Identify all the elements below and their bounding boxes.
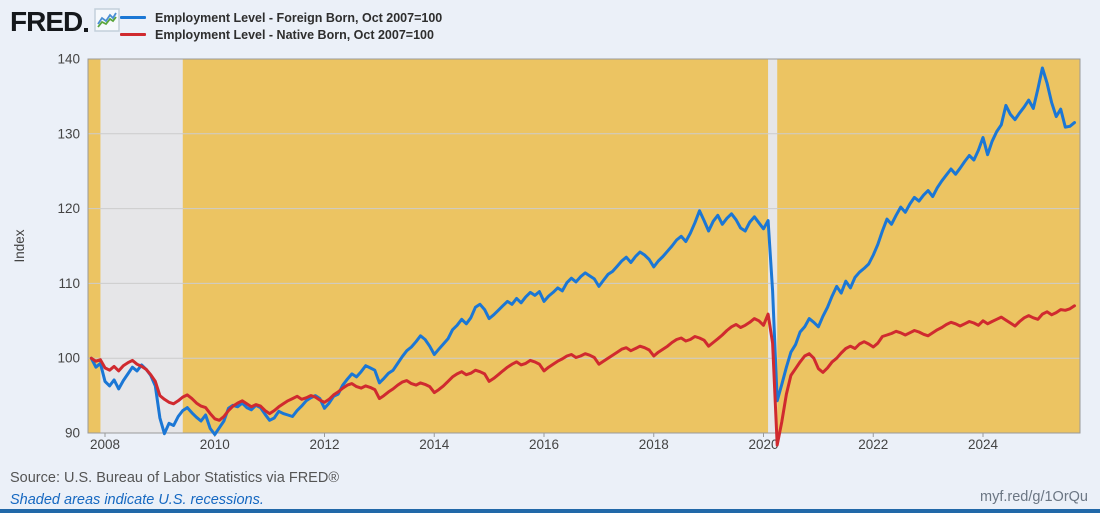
y-tick-label: 100 <box>57 351 80 366</box>
x-tick-label: 2022 <box>858 437 888 452</box>
x-tick-label: 2014 <box>419 437 450 452</box>
x-tick-label: 2012 <box>309 437 339 452</box>
y-tick-label: 110 <box>58 276 80 291</box>
legend-item-native-born[interactable]: Employment Level - Native Born, Oct 2007… <box>120 26 442 43</box>
legend-item-foreign-born[interactable]: Employment Level - Foreign Born, Oct 200… <box>120 9 442 26</box>
legend-swatch-foreign-born <box>120 16 146 19</box>
y-tick-label: 140 <box>57 52 80 67</box>
recession-note-link[interactable]: Shaded areas indicate U.S. recessions. <box>10 492 264 508</box>
fred-bottom-bar <box>0 509 1100 513</box>
fred-logo-registered-dot <box>84 27 89 32</box>
y-tick-label: 90 <box>65 426 80 441</box>
x-tick-label: 2010 <box>200 437 230 452</box>
fred-logo-text: FRED <box>10 5 83 37</box>
short-url-link[interactable]: myf.red/g/1OrQu <box>980 489 1088 505</box>
x-tick-label: 2024 <box>968 437 999 452</box>
fred-sparkline-icon <box>94 8 120 37</box>
series-line-native-born[interactable] <box>89 304 1076 447</box>
x-tick-label: 2016 <box>529 437 559 452</box>
x-tick-label: 2020 <box>748 437 778 452</box>
x-tick-label: 2008 <box>90 437 120 452</box>
legend-swatch-native-born <box>120 33 146 36</box>
x-tick-label: 2018 <box>639 437 669 452</box>
chart-header: FRED Employment Level - Foreign Born, Oc… <box>0 0 1100 56</box>
y-tick-label: 130 <box>57 126 80 141</box>
recession-band <box>100 59 183 433</box>
y-axis-title: Index <box>12 229 27 262</box>
legend-label-native-born: Employment Level - Native Born, Oct 2007… <box>155 27 434 42</box>
plot-frame <box>87 58 1081 434</box>
fred-logo[interactable]: FRED <box>10 6 120 37</box>
chart-legend: Employment Level - Foreign Born, Oct 200… <box>120 9 442 43</box>
source-text: Source: U.S. Bureau of Labor Statistics … <box>10 470 340 486</box>
y-tick-label: 120 <box>57 201 80 216</box>
recession-band <box>768 59 778 433</box>
plot-area[interactable] <box>88 59 1080 433</box>
legend-label-foreign-born: Employment Level - Foreign Born, Oct 200… <box>155 10 443 25</box>
